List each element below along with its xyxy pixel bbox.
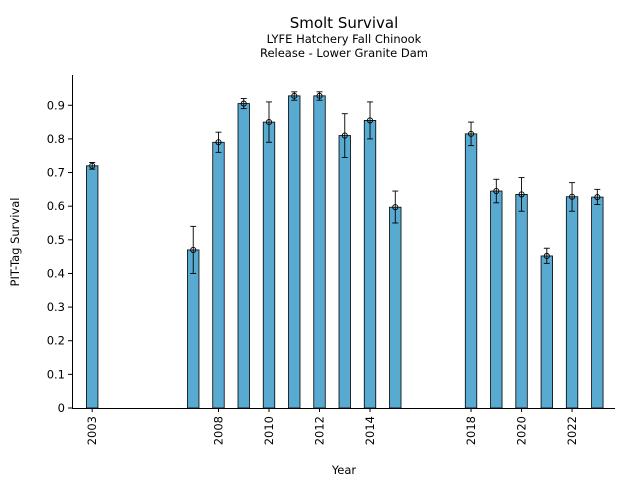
x-tick-label: 2014 <box>363 416 377 445</box>
bar-2008 <box>212 141 225 409</box>
x-tick-label: 2008 <box>211 416 225 445</box>
y-tick-label: 0 <box>58 401 65 415</box>
point-marker-2010 <box>265 119 273 126</box>
y-tick-label: 0.8 <box>47 132 65 146</box>
point-marker-2008 <box>215 139 222 146</box>
point-marker-2014 <box>366 117 374 124</box>
point-marker-2022 <box>569 193 576 200</box>
bar-2021 <box>540 255 553 409</box>
chart-subtitle-line-2: Release - Lower Granite Dam <box>260 46 428 60</box>
point-marker-2013 <box>341 132 348 139</box>
bar-2022 <box>565 196 579 409</box>
bar-2012 <box>313 95 326 409</box>
y-tick-label: 0.7 <box>47 166 65 180</box>
bar-2009 <box>237 103 250 409</box>
x-ticks: 2003 2008 2010 2012 2014 2018 2020 2022 <box>85 408 579 445</box>
point-marker-2021 <box>543 252 550 260</box>
bar-2015 <box>389 206 402 409</box>
x-tick-label: 2003 <box>85 416 99 445</box>
point-marker-2011 <box>291 92 298 99</box>
y-tick-label: 0.6 <box>47 199 65 213</box>
y-tick-label: 0.3 <box>47 300 65 314</box>
point-marker-2009 <box>240 100 247 107</box>
bar-2023 <box>591 196 604 409</box>
bar-2013 <box>338 135 351 409</box>
bar-2010 <box>262 121 276 409</box>
y-ticks: 0 0.1 0.2 0.3 0.4 0.5 0.6 0.7 0.8 0.9 <box>47 98 72 415</box>
point-marker-2015 <box>392 204 399 211</box>
x-tick-label: 2018 <box>464 416 478 445</box>
y-tick-label: 0.9 <box>47 98 65 112</box>
y-tick-label: 0.2 <box>47 334 65 348</box>
chart-title: Smolt Survival <box>290 14 399 32</box>
point-marker-2018 <box>467 130 475 137</box>
point-marker-2007 <box>190 246 197 253</box>
y-tick-label: 0.4 <box>47 266 65 280</box>
y-tick-label: 0.5 <box>47 233 65 247</box>
x-tick-label: 2020 <box>515 416 529 445</box>
y-tick-label: 0.1 <box>47 367 65 381</box>
chart-subtitle-line-1: LYFE Hatchery Fall Chinook <box>267 32 422 46</box>
x-tick-label: 2022 <box>565 416 579 445</box>
bar-2003 <box>86 165 99 409</box>
point-marker-2023 <box>594 194 601 201</box>
bar-2019 <box>490 190 503 409</box>
bar-2020 <box>515 194 528 409</box>
bar-2011 <box>288 95 301 409</box>
error-bars-layer <box>89 91 601 274</box>
bar-2018 <box>464 133 478 409</box>
x-tick-label: 2010 <box>262 416 276 445</box>
bar-2014 <box>363 120 377 409</box>
point-marker-2020 <box>518 191 525 198</box>
x-tick-label: 2012 <box>313 416 327 445</box>
x-axis-label: Year <box>331 463 357 477</box>
point-marker-2003 <box>89 162 96 169</box>
y-axis-label: PIT-Tag Survival <box>8 198 22 287</box>
point-marker-2019 <box>493 187 500 195</box>
point-marker-2012 <box>316 92 323 99</box>
